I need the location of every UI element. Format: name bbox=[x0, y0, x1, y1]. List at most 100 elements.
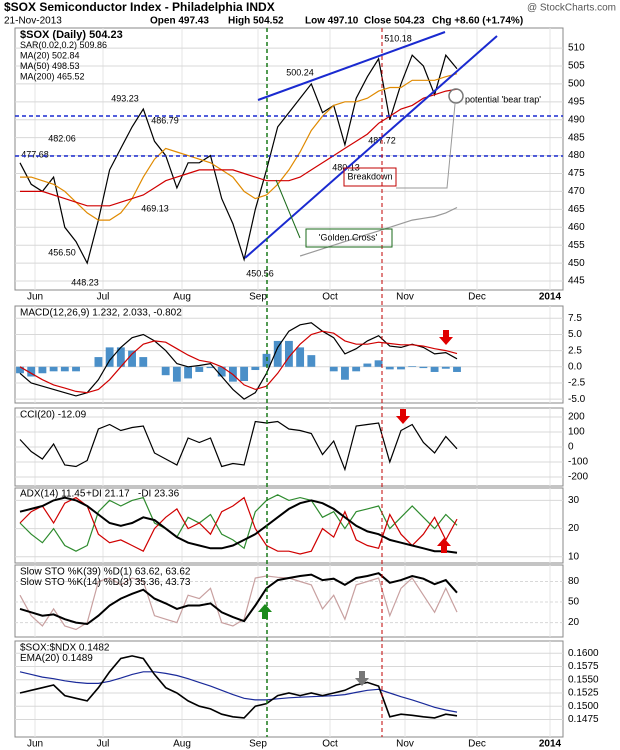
legend-entry: MA(200) 465.52 bbox=[20, 71, 85, 81]
y-tick-label: 0.0 bbox=[568, 361, 582, 372]
histogram-bar bbox=[296, 347, 305, 367]
histogram-bar bbox=[329, 366, 338, 372]
histogram-bar bbox=[172, 366, 181, 382]
x-tick-label: Aug bbox=[173, 292, 191, 303]
histogram-bar bbox=[16, 366, 24, 374]
annotation: 'Golden Cross' bbox=[319, 232, 378, 242]
date: 21-Nov-2013 bbox=[4, 16, 62, 27]
annotation: 456.50 bbox=[48, 247, 76, 257]
histogram-bar bbox=[352, 366, 361, 372]
histogram-bar bbox=[94, 357, 103, 367]
histogram-bar bbox=[128, 350, 136, 367]
x-tick-label: Dec bbox=[468, 739, 486, 750]
histogram-bar bbox=[139, 357, 148, 367]
y-tick-label: 0.1475 bbox=[568, 714, 599, 725]
y-tick-label: 20 bbox=[568, 617, 580, 628]
y-tick-label: 0.1600 bbox=[568, 648, 599, 659]
series-line bbox=[20, 73, 458, 221]
series-line bbox=[20, 88, 458, 207]
series-line bbox=[19, 496, 458, 554]
y-tick-label: 495 bbox=[568, 96, 585, 107]
legend-entry: Slow STO %K(39) %D(1) 63.62, 63.62 bbox=[20, 567, 191, 578]
series-line bbox=[299, 206, 458, 257]
y-tick-label: 0.1575 bbox=[568, 661, 599, 672]
series-line bbox=[19, 572, 458, 626]
legend-entry: $SOX (Daily) 504.23 bbox=[20, 29, 123, 41]
histogram-bar bbox=[430, 366, 439, 372]
annotation: 469.13 bbox=[141, 203, 169, 213]
y-tick-label: 50 bbox=[568, 597, 580, 608]
x-tick-label: Jul bbox=[97, 739, 110, 750]
legend-entry: MA(20) 502.84 bbox=[20, 50, 80, 60]
histogram-bar bbox=[408, 366, 417, 367]
annotation: 480.13 bbox=[332, 162, 360, 172]
overlay bbox=[439, 330, 453, 345]
overlay bbox=[257, 31, 446, 101]
series-line bbox=[19, 420, 458, 472]
histogram-bar bbox=[38, 366, 47, 374]
histogram-bar bbox=[251, 366, 260, 371]
y-tick-label: 450 bbox=[568, 258, 585, 269]
quote-item: Chg +8.60 (+1.74%) bbox=[432, 16, 523, 27]
x-tick-label: Sep bbox=[249, 292, 267, 303]
histogram-bar bbox=[240, 366, 249, 382]
x-tick-label: Nov bbox=[396, 292, 414, 303]
x-tick-label: Oct bbox=[322, 292, 338, 303]
legend-entry: MA(50) 498.53 bbox=[20, 61, 80, 71]
overlay bbox=[396, 103, 456, 189]
histogram-bar bbox=[273, 340, 282, 367]
y-tick-label: 455 bbox=[568, 240, 585, 251]
y-tick-label: 100 bbox=[568, 427, 585, 438]
series-line bbox=[19, 496, 458, 555]
legend-entry: CCI(20) -12.09 bbox=[20, 410, 87, 421]
y-tick-label: -5.0 bbox=[568, 394, 586, 405]
overlay bbox=[275, 179, 301, 239]
site-credit: @ StockCharts.com bbox=[527, 3, 616, 14]
annotation: 493.23 bbox=[111, 93, 139, 103]
y-tick-label: 200 bbox=[568, 412, 585, 423]
y-tick-label: 500 bbox=[568, 79, 585, 90]
legend-entry: SAR(0.02,0.2) 509.86 bbox=[20, 40, 107, 50]
legend-entry: -DI 23.36 bbox=[138, 489, 180, 500]
annotation: 477.68 bbox=[21, 149, 49, 159]
x-tick-label: Dec bbox=[468, 292, 486, 303]
chart-title: $SOX Semiconductor Index - Philadelphia … bbox=[4, 0, 275, 14]
legend-entry: MACD(12,26,9) 1.232, 2.033, -0.802 bbox=[20, 308, 182, 319]
histogram-bar bbox=[419, 366, 428, 369]
y-tick-label: 505 bbox=[568, 61, 585, 72]
series-line bbox=[19, 322, 458, 400]
y-tick-label: 485 bbox=[568, 132, 585, 143]
y-tick-label: 10 bbox=[568, 551, 580, 562]
overlay bbox=[396, 409, 410, 424]
histogram-bar bbox=[105, 347, 114, 367]
series-line bbox=[19, 671, 458, 713]
histogram-bar bbox=[116, 347, 125, 367]
x-tick-label: Jun bbox=[27, 739, 43, 750]
overlay bbox=[355, 671, 369, 686]
y-tick-label: -100 bbox=[568, 457, 588, 468]
y-tick-label: 80 bbox=[568, 576, 580, 587]
y-tick-label: 5.0 bbox=[568, 329, 582, 340]
histogram-bar bbox=[60, 366, 69, 372]
histogram-bar bbox=[72, 366, 80, 372]
x-tick-label: Sep bbox=[249, 739, 267, 750]
histogram-bar bbox=[341, 366, 349, 380]
y-tick-label: 0.1550 bbox=[568, 674, 599, 685]
y-tick-label: -200 bbox=[568, 472, 588, 483]
histogram-bar bbox=[307, 355, 316, 367]
y-tick-label: 480 bbox=[568, 150, 585, 161]
series-line bbox=[19, 575, 458, 631]
histogram-bar bbox=[441, 366, 450, 369]
y-tick-label: 475 bbox=[568, 168, 585, 179]
annotation: potential 'bear trap' bbox=[465, 94, 541, 104]
y-tick-label: 30 bbox=[568, 495, 580, 506]
histogram-bar bbox=[385, 366, 394, 370]
y-tick-label: 510 bbox=[568, 43, 585, 54]
legend-entry: EMA(20) 0.1489 bbox=[20, 653, 93, 664]
histogram-bar bbox=[363, 363, 372, 367]
y-tick-label: 445 bbox=[568, 276, 585, 287]
histogram-bar bbox=[27, 366, 36, 377]
annotation: 450.56 bbox=[246, 268, 274, 278]
annotation: 500.24 bbox=[286, 67, 314, 77]
annotation: 510.18 bbox=[384, 33, 412, 43]
